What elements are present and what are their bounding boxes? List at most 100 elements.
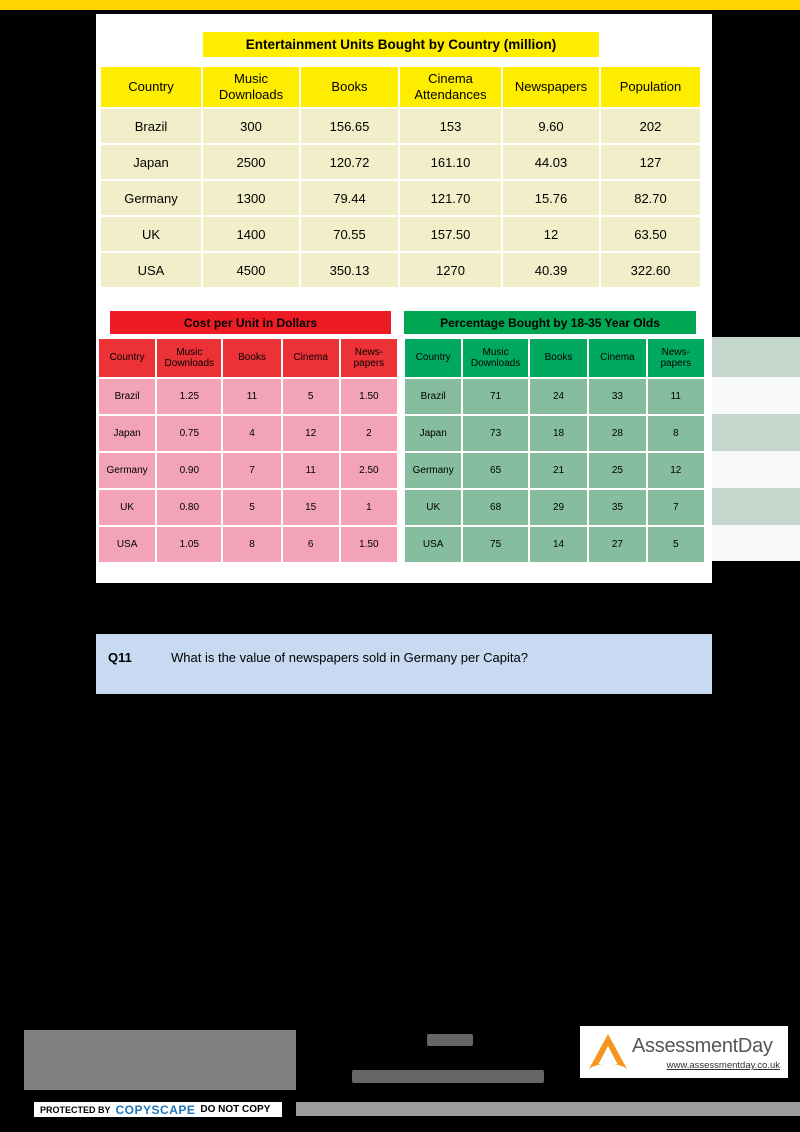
cell-value: 33: [587, 377, 648, 416]
tables-sheet: Entertainment Units Bought by Country (m…: [96, 14, 712, 583]
question-text: What is the value of newspapers sold in …: [171, 650, 528, 665]
cell-value: 156.65: [299, 107, 400, 145]
footer-info-blurred-text: [352, 1070, 544, 1083]
header-row: Country Music Downloads Books Cinema Attend…: [99, 65, 702, 109]
cell-value: 2.50: [338, 451, 400, 490]
table-row: USA 4500 350.13 1270 40.39 322.60: [99, 251, 702, 289]
entertainment-table-title: Entertainment Units Bought by Country (m…: [203, 32, 599, 57]
table-row: Brazil 1.25 11 5 1.50: [96, 377, 400, 416]
column-header: News-papers: [338, 337, 400, 379]
copyscape-brand-label: COPYSCAPE: [115, 1102, 196, 1117]
cell-value: 8: [645, 414, 707, 453]
right-edge-stripe: [712, 377, 800, 414]
cell-value: 7: [645, 488, 707, 527]
cell-value: 25: [587, 451, 648, 490]
cell-value: 68: [461, 488, 530, 527]
column-header: News-papers: [645, 337, 707, 379]
assessmentday-url-link[interactable]: www.assessmentday.co.uk: [666, 1060, 780, 1071]
column-header: Cinema: [587, 337, 648, 379]
cell-value: 12: [501, 215, 601, 253]
row-label: Japan: [402, 414, 464, 453]
cell-value: 12: [645, 451, 707, 490]
column-header: Country: [96, 337, 158, 379]
column-header: Newspapers: [501, 65, 601, 109]
column-header: Music Downloads: [155, 337, 224, 379]
cell-value: 1400: [201, 215, 301, 253]
cell-value: 0.75: [155, 414, 224, 453]
table-row: USA 1.05 8 6 1.50: [96, 525, 400, 564]
percentage-table-title: Percentage Bought by 18-35 Year Olds: [404, 311, 696, 334]
column-header: Books: [299, 65, 400, 109]
column-header: Population: [599, 65, 702, 109]
cell-value: 24: [527, 377, 590, 416]
table-row: Germany 65 21 25 12: [402, 451, 707, 490]
cell-value: 1.50: [338, 377, 400, 416]
cell-value: 28: [587, 414, 648, 453]
cell-value: 27: [587, 525, 648, 564]
row-label: USA: [402, 525, 464, 564]
cell-value: 1: [338, 488, 400, 527]
cell-value: 7: [221, 451, 283, 490]
table-row: Brazil 300 156.65 153 9.60 202: [99, 107, 702, 145]
question-number: Q11: [108, 650, 132, 665]
right-edge-stripe: [712, 337, 800, 377]
assessmentday-logo-text: AssessmentDay: [632, 1035, 773, 1057]
cell-value: 35: [587, 488, 648, 527]
row-label: Germany: [99, 179, 203, 217]
row-label: Brazil: [99, 107, 203, 145]
cell-value: 4500: [201, 251, 301, 289]
cell-value: 120.72: [299, 143, 400, 181]
cell-value: 202: [599, 107, 702, 145]
cell-value: 8: [221, 525, 283, 564]
row-label: Germany: [402, 451, 464, 490]
cell-value: 12: [280, 414, 341, 453]
question-bar: Q11 What is the value of newspapers sold…: [96, 634, 712, 694]
cell-value: 75: [461, 525, 530, 564]
cell-value: 5: [221, 488, 283, 527]
column-header: Books: [221, 337, 283, 379]
cell-value: 127: [599, 143, 702, 181]
cell-value: 4: [221, 414, 283, 453]
cell-value: 82.70: [599, 179, 702, 217]
right-edge-stripe: [712, 488, 800, 525]
table-row: Japan 0.75 4 12 2: [96, 414, 400, 453]
cell-value: 5: [645, 525, 707, 564]
footer-page-number-blurred-text: [427, 1034, 473, 1046]
cell-value: 153: [398, 107, 503, 145]
cell-value: 2: [338, 414, 400, 453]
table-row: UK 0.80 5 15 1: [96, 488, 400, 527]
row-label: Germany: [96, 451, 158, 490]
cell-value: 1.05: [155, 525, 224, 564]
table-row: Japan 73 18 28 8: [402, 414, 707, 453]
header-row: Country Music Downloads Books Cinema News-pa…: [96, 337, 400, 379]
cell-value: 79.44: [299, 179, 400, 217]
row-label: UK: [96, 488, 158, 527]
row-label: Japan: [99, 143, 203, 181]
cell-value: 121.70: [398, 179, 503, 217]
cost-per-unit-table: Country Music Downloads Books Cinema News-pa…: [96, 337, 400, 564]
cell-value: 322.60: [599, 251, 702, 289]
cell-value: 1.50: [338, 525, 400, 564]
copyscape-protected-by-label: PROTECTED BY: [40, 1104, 111, 1115]
row-label: UK: [99, 215, 203, 253]
cell-value: 300: [201, 107, 301, 145]
entertainment-table: Country Music Downloads Books Cinema Attend…: [99, 65, 702, 289]
cell-value: 5: [280, 377, 341, 416]
right-edge-stripe: [712, 414, 800, 451]
copyscape-badge[interactable]: PROTECTED BY COPYSCAPE DO NOT COPY: [32, 1100, 284, 1119]
row-label: UK: [402, 488, 464, 527]
right-edge-stripe: [712, 525, 800, 561]
cell-value: 40.39: [501, 251, 601, 289]
table-row: UK 1400 70.55 157.50 12 63.50: [99, 215, 702, 253]
cell-value: 2500: [201, 143, 301, 181]
cell-value: 18: [527, 414, 590, 453]
cell-value: 63.50: [599, 215, 702, 253]
cell-value: 14: [527, 525, 590, 564]
row-label: USA: [96, 525, 158, 564]
cell-value: 1270: [398, 251, 503, 289]
table-row: Japan 2500 120.72 161.10 44.03 127: [99, 143, 702, 181]
cell-value: 157.50: [398, 215, 503, 253]
cell-value: 11: [221, 377, 283, 416]
column-header: Books: [527, 337, 590, 379]
